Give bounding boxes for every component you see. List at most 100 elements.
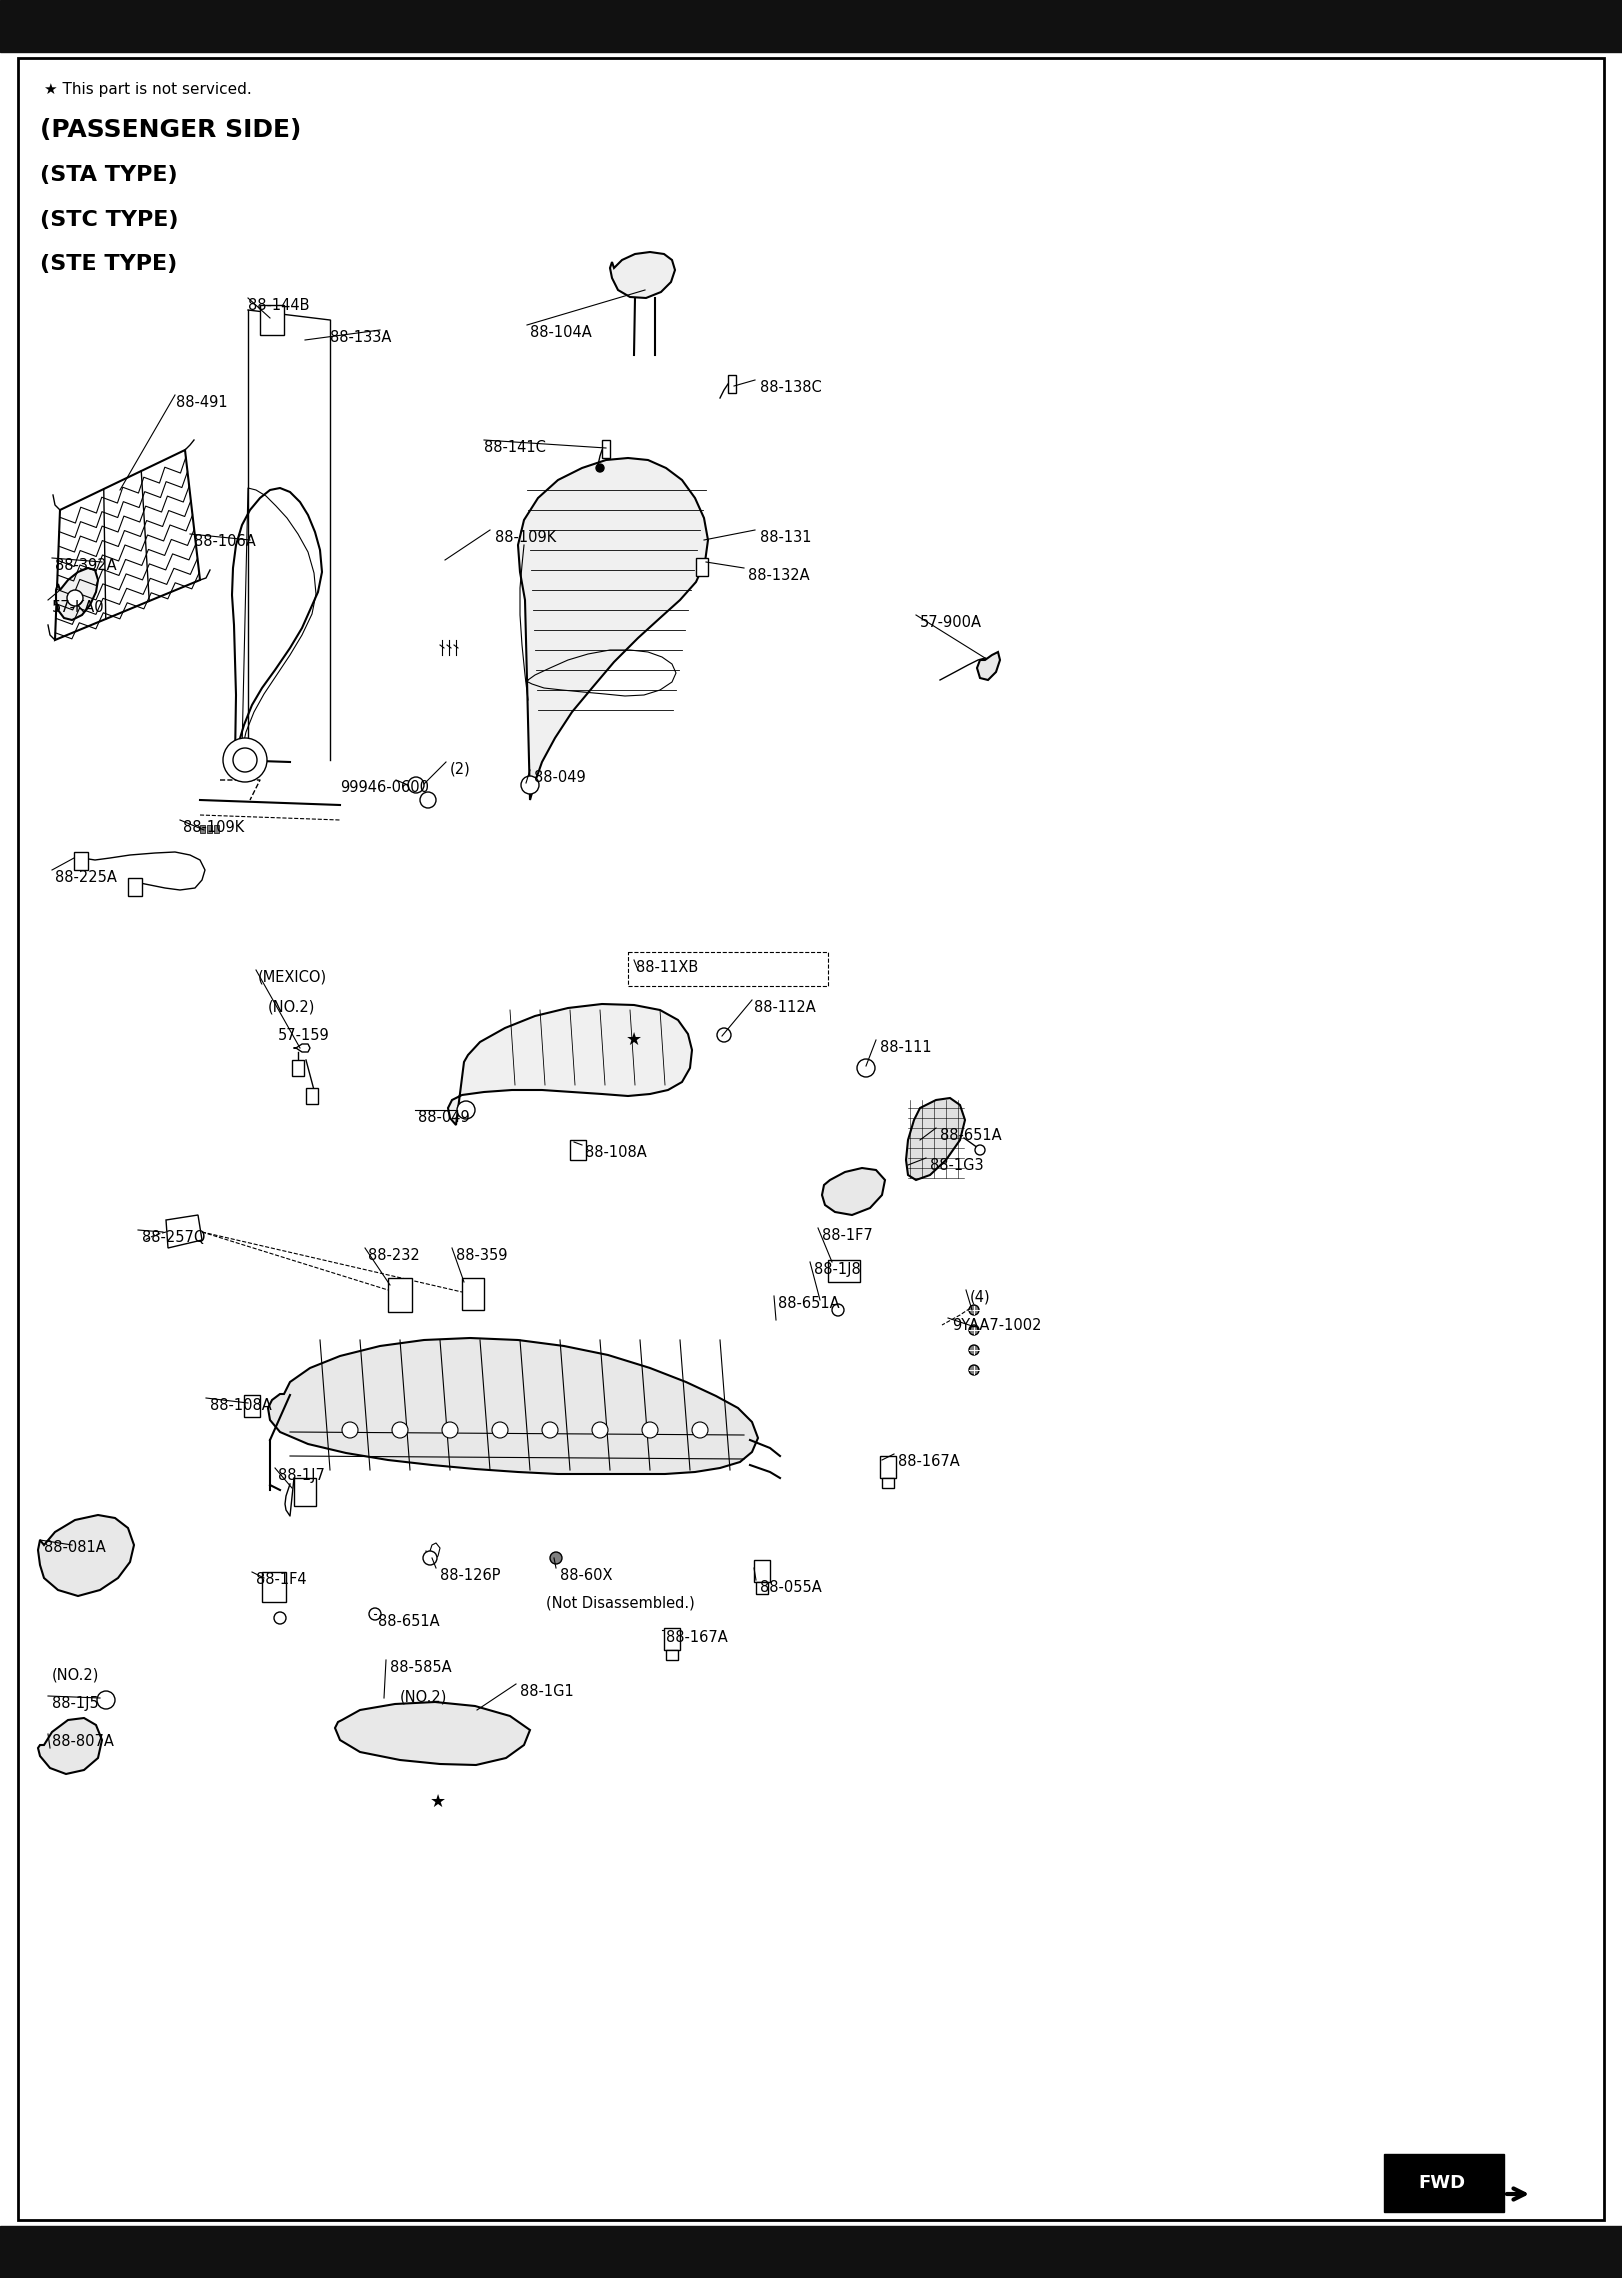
Text: 88-1F7: 88-1F7 [822, 1228, 873, 1244]
Text: 88-138C: 88-138C [761, 380, 822, 394]
Bar [75, 852, 88, 870]
Bar [243, 1394, 260, 1417]
Polygon shape [976, 652, 1001, 681]
Text: 88-1G3: 88-1G3 [929, 1157, 983, 1173]
Text: 88-392A: 88-392A [55, 558, 117, 574]
Bar [292, 1059, 303, 1075]
Text: 88-112A: 88-112A [754, 1000, 816, 1016]
Text: 88-60X: 88-60X [560, 1567, 613, 1583]
Text: (2): (2) [449, 763, 470, 777]
Polygon shape [37, 1718, 102, 1775]
Bar [696, 558, 707, 576]
Text: 88-491: 88-491 [177, 394, 227, 410]
Text: 88-1J8: 88-1J8 [814, 1262, 861, 1278]
Polygon shape [268, 1337, 757, 1474]
Text: (NO.2): (NO.2) [268, 1000, 315, 1016]
Circle shape [595, 465, 603, 472]
Circle shape [693, 1421, 707, 1437]
Bar [388, 1278, 412, 1312]
Circle shape [368, 1608, 381, 1620]
Circle shape [67, 590, 83, 606]
Text: ★: ★ [626, 1032, 642, 1048]
Circle shape [968, 1365, 980, 1376]
Polygon shape [907, 1098, 965, 1180]
Circle shape [717, 1027, 732, 1041]
Text: 88-131: 88-131 [761, 531, 811, 544]
Bar [663, 1629, 680, 1649]
Text: 88-651A: 88-651A [378, 1615, 440, 1629]
Bar [200, 825, 204, 834]
Text: 88-132A: 88-132A [748, 567, 809, 583]
Circle shape [443, 1421, 457, 1437]
Text: 88-108A: 88-108A [209, 1399, 272, 1412]
Text: (STA TYPE): (STA TYPE) [41, 164, 178, 185]
Polygon shape [55, 451, 200, 640]
Text: 88-126P: 88-126P [440, 1567, 501, 1583]
Circle shape [274, 1613, 285, 1624]
Circle shape [968, 1344, 980, 1355]
Polygon shape [165, 1214, 203, 1248]
Polygon shape [57, 567, 97, 620]
Bar [462, 1278, 483, 1310]
Circle shape [491, 1421, 508, 1437]
Circle shape [856, 1059, 874, 1077]
Circle shape [457, 1100, 475, 1118]
Text: 57-159: 57-159 [277, 1027, 329, 1043]
Bar [827, 1260, 860, 1283]
Polygon shape [448, 1005, 693, 1125]
Bar [728, 376, 736, 394]
Text: 88-11XB: 88-11XB [636, 959, 697, 975]
Bar [263, 1572, 285, 1601]
Text: 88-055A: 88-055A [761, 1581, 822, 1595]
Circle shape [968, 1305, 980, 1314]
Text: 57-900A: 57-900A [920, 615, 981, 631]
Text: FWD: FWD [1418, 2173, 1466, 2191]
Circle shape [222, 738, 268, 781]
Text: 88-1J7: 88-1J7 [277, 1467, 324, 1483]
Text: 88-111: 88-111 [881, 1041, 931, 1055]
Circle shape [968, 1326, 980, 1335]
Text: 88-106A: 88-106A [195, 533, 256, 549]
Bar [208, 825, 212, 834]
Circle shape [342, 1421, 358, 1437]
Bar [754, 1560, 770, 1581]
Text: 88-257Q: 88-257Q [143, 1230, 206, 1246]
Text: 88-049: 88-049 [418, 1109, 470, 1125]
Circle shape [550, 1551, 561, 1565]
Bar [756, 1581, 767, 1595]
Circle shape [420, 793, 436, 809]
Text: ★: ★ [430, 1793, 446, 1811]
Circle shape [592, 1421, 608, 1437]
Bar [214, 825, 219, 834]
Text: 88-585A: 88-585A [389, 1661, 451, 1674]
Text: 88-109K: 88-109K [495, 531, 556, 544]
Text: 88-225A: 88-225A [55, 870, 117, 884]
Text: 88-1J5: 88-1J5 [52, 1697, 99, 1711]
Polygon shape [37, 1515, 135, 1597]
Text: 88-081A: 88-081A [44, 1540, 105, 1556]
Circle shape [409, 777, 423, 793]
Text: 88-359: 88-359 [456, 1248, 508, 1262]
Text: 88-049: 88-049 [534, 770, 586, 786]
Polygon shape [517, 458, 707, 800]
Text: 88-1F4: 88-1F4 [256, 1572, 307, 1588]
Text: (MEXICO): (MEXICO) [258, 970, 328, 984]
Text: (STE TYPE): (STE TYPE) [41, 255, 177, 273]
Circle shape [542, 1421, 558, 1437]
Text: (4): (4) [970, 1289, 991, 1305]
Circle shape [423, 1551, 436, 1565]
Circle shape [521, 777, 539, 795]
Bar [0, 0, 1622, 52]
Bar [294, 1478, 316, 1506]
Polygon shape [336, 1702, 530, 1765]
Text: 99946-0600: 99946-0600 [341, 779, 428, 795]
Bar [128, 877, 143, 895]
Text: 88-167A: 88-167A [667, 1631, 728, 1645]
Text: 88-144B: 88-144B [248, 298, 310, 312]
Polygon shape [822, 1169, 886, 1214]
Text: (NO.2): (NO.2) [401, 1690, 448, 1704]
Text: (Not Disassembled.): (Not Disassembled.) [547, 1597, 694, 1611]
Text: 88-104A: 88-104A [530, 326, 592, 339]
Bar [0, 2226, 1622, 2278]
Text: 88-651A: 88-651A [779, 1296, 840, 1312]
